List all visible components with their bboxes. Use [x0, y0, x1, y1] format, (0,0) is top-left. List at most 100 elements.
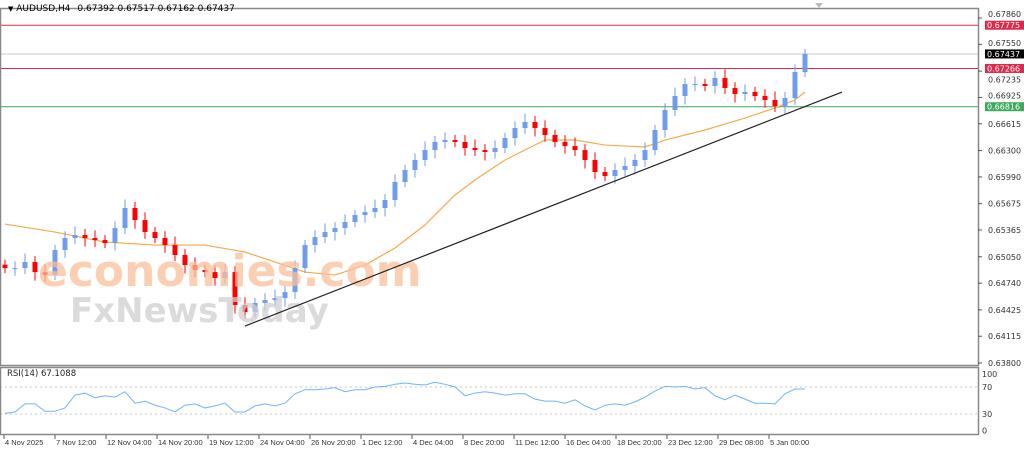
candle-body [512, 128, 518, 138]
candle [342, 214, 348, 235]
candle [772, 91, 778, 112]
candle [602, 166, 608, 182]
y-tick-label: 0.67860 [988, 10, 1021, 19]
candle-body [542, 128, 548, 136]
candle-body [762, 96, 768, 101]
candle-body [222, 272, 228, 279]
candle-body [682, 84, 688, 97]
rsi-tick-label: 0 [982, 426, 987, 435]
candle [242, 297, 248, 319]
y-tick-label: 0.63800 [988, 359, 1021, 368]
candle [702, 78, 708, 92]
x-tick-label: 12 Nov 04:00 [107, 438, 152, 447]
candle-body [492, 148, 498, 153]
candle-body [182, 254, 188, 266]
candle [122, 199, 128, 235]
candle [62, 231, 68, 258]
candle-body [772, 100, 778, 107]
x-tick-label: 19 Nov 12:00 [209, 438, 254, 447]
x-tick-label: 11 Dec 12:00 [515, 438, 559, 447]
candle-body [432, 141, 438, 151]
candle [452, 134, 458, 148]
x-tick-label: 4 Dec 04:00 [413, 438, 453, 447]
candle [422, 141, 428, 166]
candle [322, 223, 328, 244]
candle-body [82, 235, 88, 239]
candle [442, 132, 448, 149]
candle-body [62, 238, 68, 251]
candle-body [442, 140, 448, 142]
candle [32, 256, 38, 281]
price-panel-border [0, 7, 980, 367]
candle [152, 226, 158, 244]
candle [272, 289, 278, 306]
candle [382, 194, 388, 217]
candle [522, 113, 528, 134]
candle [762, 89, 768, 108]
watermark-economies: economies.com [38, 246, 422, 297]
candle [492, 140, 498, 159]
candle-body [652, 129, 658, 151]
candle-body [302, 245, 308, 269]
dropdown-triangle-icon[interactable]: ▼ [8, 5, 14, 13]
candle-body [702, 84, 708, 86]
candle-body [262, 300, 268, 304]
candle [752, 86, 758, 102]
candle [632, 154, 638, 175]
rsi-tick-label: 30 [982, 410, 992, 419]
candle [202, 264, 208, 278]
rsi-panel [0, 381, 978, 415]
candle-body [752, 92, 758, 97]
candle-body [192, 265, 198, 271]
candle-body [522, 122, 528, 129]
x-tick-label: 16 Dec 04:00 [566, 438, 611, 447]
candle [622, 157, 628, 176]
candle-body [562, 141, 568, 147]
x-tick-label: 4 Nov 2025 [5, 438, 43, 447]
rsi-panel-border [0, 366, 980, 436]
candle-body [242, 305, 248, 313]
candle [662, 103, 668, 138]
candle [502, 132, 508, 154]
price-badge-support [985, 102, 1024, 112]
candle [82, 229, 88, 247]
candle-body [502, 137, 508, 149]
candle [112, 221, 118, 251]
candle-body [332, 228, 338, 233]
candle-body [92, 238, 98, 241]
candle [302, 239, 308, 274]
candle [232, 266, 238, 314]
y-tick-label: 0.64740 [988, 279, 1021, 288]
candle-body [42, 272, 48, 276]
candle-body [472, 148, 478, 151]
candle-body [412, 159, 418, 171]
candle-body [792, 72, 798, 99]
candle [782, 92, 788, 115]
candle [712, 71, 718, 94]
y-tick-label: 0.67235 [988, 75, 1021, 84]
candle-body [22, 262, 28, 269]
candle [402, 164, 408, 188]
candle-body [372, 208, 378, 212]
candle-body [212, 272, 218, 279]
candle [552, 129, 558, 148]
candle [282, 286, 288, 307]
candle [392, 174, 398, 207]
candle [132, 202, 138, 229]
symbol-timeframe: AUDUSD,H4 [16, 4, 71, 14]
candle [22, 253, 28, 275]
candle-body [32, 262, 38, 273]
x-tick-label: 7 Nov 12:00 [56, 438, 96, 447]
candle [182, 249, 188, 274]
candle-body [312, 237, 318, 246]
candle-body [142, 220, 148, 233]
candle [692, 76, 698, 91]
rsi-tick-label: 70 [982, 383, 992, 392]
x-tick-label: 18 Dec 20:00 [617, 438, 662, 447]
watermark-fxnewstoday: FxNewsToday [70, 291, 329, 331]
candle [592, 152, 598, 179]
price-badge-label: 0.67437 [987, 50, 1020, 59]
candle-body [532, 122, 538, 129]
candle-body [782, 98, 788, 107]
